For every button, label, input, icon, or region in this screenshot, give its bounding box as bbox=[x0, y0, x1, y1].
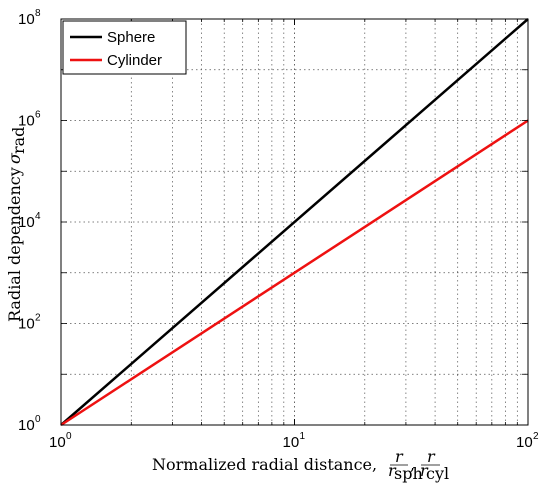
x-tick-label-base: 10 bbox=[283, 434, 300, 451]
series-line-sphere bbox=[60, 18, 529, 426]
y-tick-label-base: 10 bbox=[18, 316, 35, 333]
x-axis-label-text: Normalized radial distance, bbox=[152, 455, 377, 474]
legend-box bbox=[62, 20, 187, 75]
y-axis-label: Radial dependency σ rad bbox=[5, 127, 28, 322]
legend-label-cylinder: Cylinder bbox=[107, 52, 162, 69]
x-axis-separator: , bbox=[410, 455, 415, 474]
y-tick-label-exp: 2 bbox=[35, 313, 41, 324]
y-axis-symbol: σ bbox=[5, 152, 24, 164]
y-tick-label-exp: 0 bbox=[35, 414, 41, 425]
y-tick-label-exp: 6 bbox=[35, 110, 41, 121]
y-tick-label-base: 10 bbox=[18, 214, 35, 231]
y-tick-label: 10 6 bbox=[18, 110, 41, 130]
legend-label-sphere: Sphere bbox=[107, 29, 155, 46]
x-axis-frac2-den-sub: cyl bbox=[426, 464, 449, 483]
x-tick-label: 10 1 bbox=[283, 431, 306, 451]
legend: Sphere Cylinder bbox=[62, 20, 187, 75]
y-tick-label: 10 0 bbox=[18, 414, 41, 434]
y-tick-label-base: 10 bbox=[18, 113, 35, 130]
series-lines bbox=[60, 18, 529, 427]
y-tick-label-exp: 8 bbox=[35, 8, 41, 19]
x-tick-label: 10 2 bbox=[516, 431, 539, 451]
x-axis-frac1-num: r bbox=[395, 447, 404, 466]
x-axis-label: Normalized radial distance, r r sph , r … bbox=[152, 447, 449, 483]
y-tick-label-base: 10 bbox=[18, 11, 35, 28]
tick-marks bbox=[60, 18, 529, 426]
x-tick-label-base: 10 bbox=[516, 434, 533, 451]
y-tick-label-base: 10 bbox=[18, 417, 35, 434]
x-axis-frac1-den: r bbox=[388, 461, 397, 480]
y-tick-label: 10 4 bbox=[18, 211, 41, 231]
x-tick-labels: 10 0 10 1 10 2 bbox=[49, 431, 539, 451]
y-axis-symbol-sub: rad bbox=[9, 127, 28, 154]
x-axis-frac2-num: r bbox=[427, 447, 436, 466]
y-tick-label: 10 8 bbox=[18, 8, 41, 28]
x-tick-label-exp: 1 bbox=[300, 431, 306, 442]
series-line-cylinder bbox=[60, 119, 529, 427]
x-tick-label: 10 0 bbox=[49, 431, 72, 451]
y-tick-label: 10 2 bbox=[18, 313, 41, 333]
x-tick-label-base: 10 bbox=[49, 434, 66, 451]
y-axis-label-text: Radial dependency bbox=[5, 167, 24, 322]
y-tick-label-exp: 4 bbox=[35, 211, 41, 222]
x-axis-frac2-den: r bbox=[420, 461, 429, 480]
x-tick-label-exp: 2 bbox=[533, 431, 539, 442]
x-tick-label-exp: 0 bbox=[66, 431, 72, 442]
x-axis-frac1-den-sub: sph bbox=[394, 464, 423, 483]
